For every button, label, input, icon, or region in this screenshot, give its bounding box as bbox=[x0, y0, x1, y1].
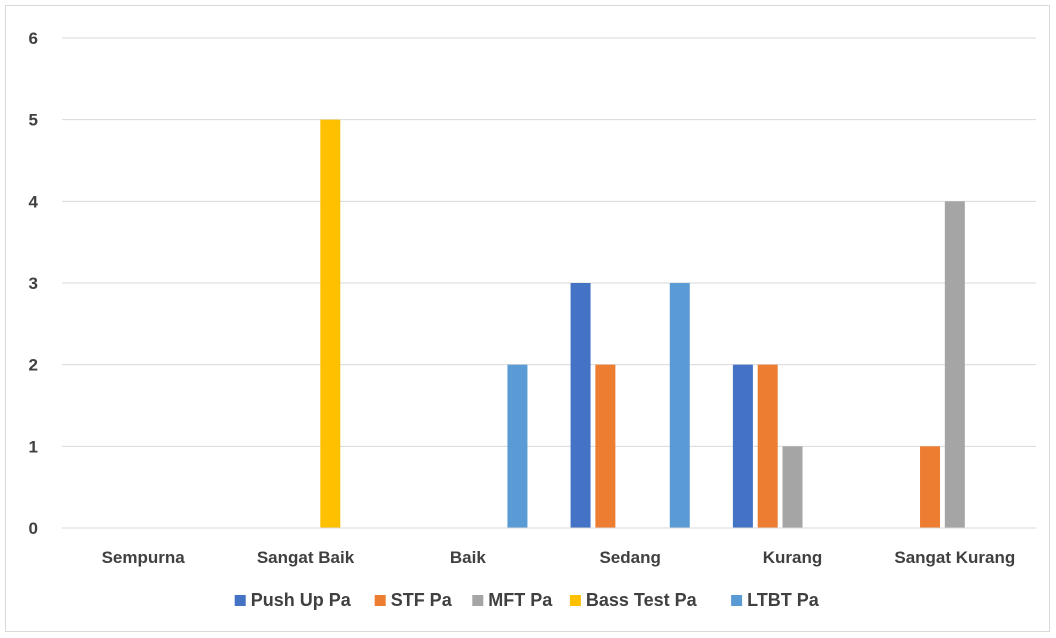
y-tick-label: 3 bbox=[29, 274, 38, 293]
bar bbox=[782, 446, 803, 528]
y-tick-label: 1 bbox=[29, 437, 38, 456]
x-category-label: Sempurna bbox=[102, 548, 186, 567]
bar bbox=[570, 283, 591, 528]
legend-label: Push Up Pa bbox=[251, 590, 352, 610]
legend-item: LTBT Pa bbox=[731, 590, 820, 610]
legend-swatch bbox=[374, 595, 386, 606]
legend-item: STF Pa bbox=[374, 590, 453, 610]
x-category-label: Sangat Kurang bbox=[894, 548, 1015, 567]
legend-swatch bbox=[731, 595, 743, 606]
x-axis-category-labels: Sempurna Sangat Baik Baik Sedang Kurang Sanga… bbox=[102, 548, 1016, 567]
legend-label: STF Pa bbox=[391, 590, 453, 610]
bar bbox=[757, 364, 778, 528]
y-tick-label: 2 bbox=[29, 356, 38, 375]
bars bbox=[320, 119, 965, 529]
bar bbox=[944, 201, 965, 529]
x-category-label: Kurang bbox=[763, 548, 823, 567]
legend-swatch bbox=[234, 595, 246, 606]
legend-swatch bbox=[569, 595, 581, 606]
y-tick-label: 6 bbox=[29, 29, 38, 48]
x-category-label: Sedang bbox=[599, 548, 660, 567]
legend-label: Bass Test Pa bbox=[586, 590, 698, 610]
legend-label: MFT Pa bbox=[488, 590, 553, 610]
bar bbox=[595, 364, 616, 528]
legend-item: MFT Pa bbox=[472, 590, 553, 610]
y-tick-label: 4 bbox=[29, 192, 39, 211]
y-axis-tick-labels: 0 1 2 3 4 5 6 bbox=[29, 29, 39, 538]
legend-item: Bass Test Pa bbox=[569, 590, 698, 610]
x-category-label: Sangat Baik bbox=[257, 548, 355, 567]
gridlines bbox=[62, 37, 1036, 447]
bar bbox=[320, 119, 341, 529]
legend: Push Up Pa STF Pa MFT Pa Bass Test Pa LTBT P… bbox=[234, 590, 820, 610]
legend-label: LTBT Pa bbox=[747, 590, 820, 610]
x-category-label: Baik bbox=[450, 548, 486, 567]
legend-swatch bbox=[472, 595, 484, 606]
y-tick-label: 0 bbox=[29, 519, 38, 538]
legend-item: Push Up Pa bbox=[234, 590, 352, 610]
bar bbox=[507, 364, 528, 528]
bar bbox=[732, 364, 753, 528]
bar bbox=[920, 446, 941, 528]
y-tick-label: 5 bbox=[29, 111, 38, 130]
bar bbox=[669, 283, 690, 528]
